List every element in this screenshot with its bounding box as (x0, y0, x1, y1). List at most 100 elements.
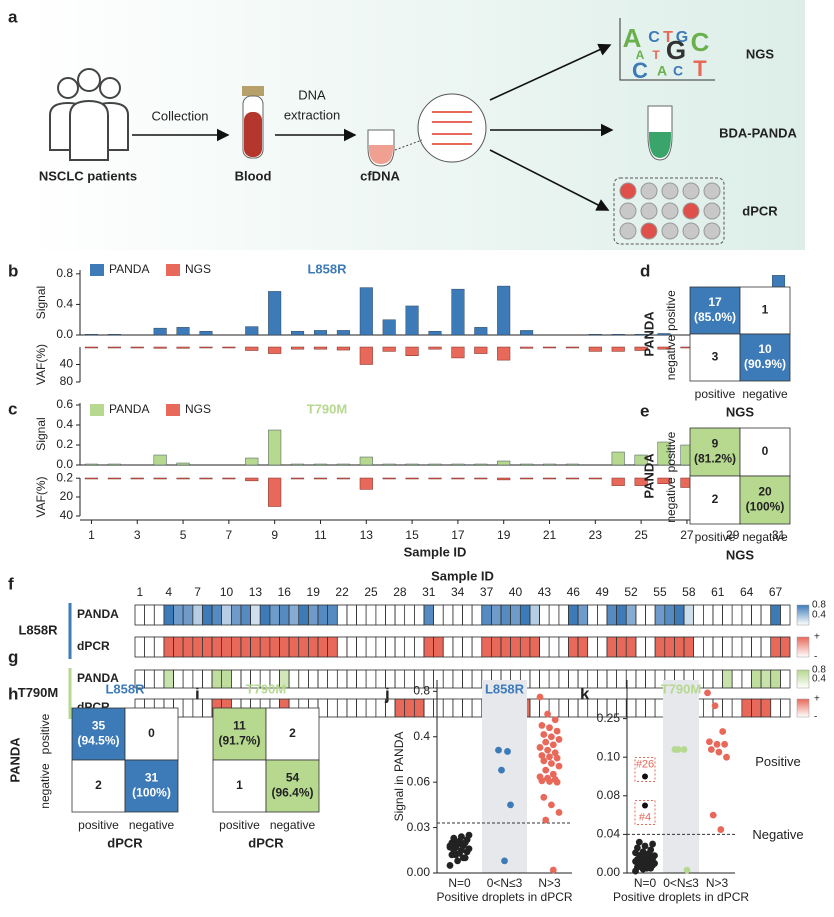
heat-cell (635, 669, 646, 689)
heat-cell (731, 669, 743, 689)
extraction-label: extraction (284, 107, 340, 122)
heat-cell (568, 604, 579, 626)
y-tick-label: 0.08 (597, 788, 621, 802)
heat-cell (471, 636, 483, 658)
signal-bar (359, 287, 373, 336)
point (553, 778, 561, 786)
matrix-cell (689, 333, 741, 382)
panel-label: f (8, 574, 14, 593)
point (548, 760, 555, 767)
legend-label: PANDA (109, 402, 149, 416)
y-axis-label: Signal (34, 286, 48, 319)
heat-cell (298, 604, 309, 626)
legend-label: NGS (185, 402, 211, 416)
x-tick-label: 13 (249, 585, 263, 599)
droplet (640, 202, 658, 220)
heat-cell (674, 636, 685, 658)
y2-tick-label: 40 (60, 508, 74, 522)
vaf-bar (336, 346, 350, 351)
logo-letter: A (623, 23, 642, 53)
dna-inset (417, 93, 487, 163)
droplet (703, 202, 721, 220)
x-tick-label: 3 (134, 528, 141, 542)
chart-title: L858R (485, 681, 525, 696)
point (507, 801, 514, 809)
point (683, 866, 691, 874)
heat-cell (770, 698, 781, 718)
signal-bar (611, 334, 625, 336)
vaf-bar (84, 346, 99, 349)
colorbar-label: 0.8 (812, 665, 826, 676)
panel-label: i (195, 684, 200, 703)
logo-letter: G (676, 29, 688, 46)
heat-cell (471, 604, 483, 626)
vaf-bar (199, 477, 213, 480)
vaf-bar (565, 477, 579, 480)
heat-cell (375, 669, 386, 689)
row-name: negative (38, 763, 52, 809)
point (538, 777, 546, 785)
heat-cell (269, 636, 280, 658)
panel-label: b (8, 261, 18, 280)
heat-cell (288, 669, 300, 689)
point (446, 862, 454, 869)
heat-cell (529, 604, 540, 626)
heat-cell (182, 669, 194, 689)
heat-cell (288, 604, 300, 626)
heat-cell (327, 669, 338, 689)
point (540, 757, 548, 765)
heat-cell (404, 636, 415, 658)
heat-cell (414, 636, 425, 658)
vaf-bar (245, 477, 259, 482)
heat-cell (606, 669, 617, 689)
x-tick-label: 37 (480, 585, 494, 599)
annotated-point (642, 773, 648, 780)
heat-cell (308, 669, 319, 689)
heat-cell (519, 636, 531, 658)
heat-cell (741, 669, 752, 689)
heat-cell (365, 604, 377, 626)
signal-bar (336, 463, 350, 466)
heat-cell (587, 636, 598, 658)
heat-cell (568, 669, 579, 689)
matrix-cell (71, 707, 126, 761)
heat-cell (317, 669, 328, 689)
x-tick-label: 46 (567, 585, 581, 599)
heat-cell (346, 636, 357, 658)
cell-text: 17 (708, 295, 722, 309)
heat-cell (751, 698, 762, 718)
vaf-bar (107, 477, 121, 480)
vaf-bar (634, 477, 648, 486)
point (721, 740, 728, 748)
heat-cell (259, 636, 271, 658)
signal-bar (107, 334, 121, 336)
heat-cell (693, 604, 704, 626)
row-name: positive (38, 713, 52, 754)
sequence-logo: A C T G CA T GC A C T (623, 23, 710, 83)
threshold-label: Negative (752, 827, 803, 842)
signal-bar (268, 429, 282, 466)
colorbar-label: 0.4 (812, 610, 826, 621)
signal-bar (405, 305, 419, 336)
signal-bar (382, 319, 396, 336)
heat-cell (144, 669, 155, 689)
heat-cell (356, 698, 367, 718)
heat-cell (231, 669, 242, 689)
vaf-bar (130, 477, 144, 480)
heat-cell-border (780, 698, 791, 718)
point (501, 857, 508, 865)
cfdna-label: cfDNA (360, 168, 400, 183)
heat-cell (394, 698, 406, 718)
heat-cell (336, 669, 348, 689)
signal-bar (588, 334, 602, 336)
point (674, 746, 682, 753)
vaf-bar (313, 477, 328, 480)
droplet (661, 222, 679, 240)
heat-cell (404, 604, 415, 626)
heat-cell (317, 698, 328, 718)
logo-letter: C (648, 29, 660, 46)
vaf-bar (84, 477, 99, 480)
vaf-bar (657, 346, 671, 350)
heat-cell (731, 698, 743, 718)
colorbar-label: 0.4 (812, 674, 826, 685)
